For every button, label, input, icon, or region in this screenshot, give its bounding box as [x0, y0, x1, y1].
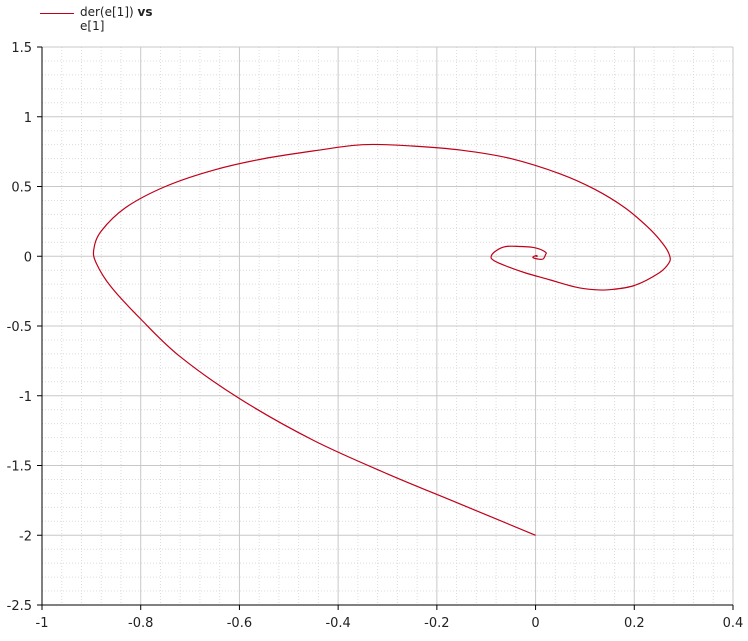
x-tick-label: 0.4: [723, 616, 744, 631]
x-tick-label: -1: [36, 616, 49, 631]
legend-series-name: der(e[1]): [80, 5, 134, 19]
x-tick-label: -0.8: [128, 616, 153, 631]
x-tick-label: 0.2: [624, 616, 645, 631]
x-tick-label: -0.4: [325, 616, 350, 631]
legend-label: der(e[1]) vs e[1]: [80, 5, 152, 33]
x-tick-label: 0: [531, 616, 539, 631]
y-tick-labels: 1.5 1 0.5 0 -0.5 -1 -1.5 -2 -2.5: [7, 41, 32, 614]
y-tick-label: -2: [19, 529, 32, 544]
y-tick-label: -1.5: [7, 460, 32, 475]
legend-swatch: [40, 13, 74, 14]
y-tick-label: 1.5: [11, 41, 32, 56]
legend-x-variable: e[1]: [80, 19, 105, 33]
y-tick-label: 1: [24, 111, 32, 126]
y-tick-label: -2.5: [7, 599, 32, 614]
y-tick-label: -1: [19, 390, 32, 405]
x-tick-label: -0.6: [227, 616, 252, 631]
series-line: [92, 143, 671, 536]
x-tick-labels: -1 -0.8 -0.6 -0.4 -0.2 0 0.2 0.4: [36, 616, 744, 631]
y-tick-label: 0.5: [11, 181, 32, 196]
axes: [37, 46, 734, 610]
legend-vs: vs: [137, 5, 153, 19]
y-tick-label: 0: [24, 250, 32, 265]
series-layer: [92, 143, 671, 536]
y-tick-label: -0.5: [7, 320, 32, 335]
x-tick-label: -0.2: [424, 616, 449, 631]
